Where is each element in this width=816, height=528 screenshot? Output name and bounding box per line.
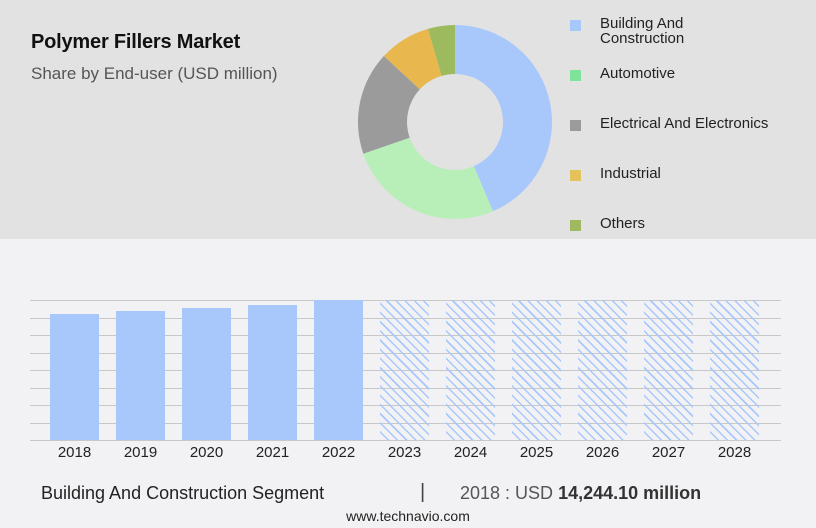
- segment-value: 2018 : USD 14,244.10 million: [460, 483, 701, 504]
- legend-item-others: Others: [570, 216, 810, 231]
- legend-swatch-icon: [570, 120, 581, 131]
- donut-slice-others: [427, 25, 455, 76]
- bar-2024: [446, 300, 495, 440]
- bar-chart: 2018 2019 2020 2021 2022 2023 2024 2025 2026 2027…: [0, 239, 816, 469]
- legend-item-industrial: Industrial: [570, 166, 810, 181]
- x-axis-label: 2022: [321, 444, 356, 461]
- legend-item-electrical: Electrical And Electronics: [570, 116, 810, 131]
- footer-separator: |: [420, 481, 426, 503]
- legend-swatch-icon: [570, 70, 581, 81]
- legend: Building And Construction Automotive Ele…: [570, 0, 816, 239]
- donut-slice-industrial: [383, 28, 442, 90]
- x-axis-label: 2021: [255, 444, 290, 461]
- year-label: 2018 : USD: [460, 483, 559, 503]
- gridline: [30, 440, 781, 441]
- x-axis-label: 2019: [123, 444, 158, 461]
- bar-2023: [380, 300, 429, 440]
- bar-2027: [644, 300, 693, 440]
- bar-2026: [578, 300, 627, 440]
- legend-swatch-icon: [570, 220, 581, 231]
- x-axis-label: 2023: [387, 444, 422, 461]
- legend-item-building: Building And Construction: [570, 16, 710, 46]
- bar-2028: [710, 300, 759, 440]
- legend-item-automotive: Automotive: [570, 66, 810, 81]
- x-axis-label: 2028: [717, 444, 752, 461]
- legend-label: Automotive: [600, 65, 676, 82]
- donut-chart: [358, 25, 552, 219]
- legend-swatch-icon: [570, 20, 581, 31]
- donut-slice-electrical-and-electronics: [358, 56, 420, 154]
- bar-2018: [50, 314, 99, 440]
- x-axis-label: 2024: [453, 444, 488, 461]
- bar-2022: [314, 300, 363, 440]
- bar-2025: [512, 300, 561, 440]
- segment-label: Building And Construction Segment: [41, 483, 325, 503]
- x-axis-label: 2020: [189, 444, 224, 461]
- value-amount: 14,244.10 million: [558, 483, 702, 503]
- bar-2020: [182, 308, 231, 440]
- share-panel: Polymer Fillers Market Share by End-user…: [0, 0, 816, 239]
- source-url: www.technavio.com: [346, 508, 470, 524]
- donut-slice-automotive: [363, 137, 493, 219]
- x-axis-label: 2018: [57, 444, 92, 461]
- x-axis-label: 2027: [651, 444, 686, 461]
- donut-slice-building-and-construction: [455, 25, 552, 212]
- legend-label: Building And Construction: [600, 15, 685, 47]
- x-axis-label: 2026: [585, 444, 620, 461]
- bar-2019: [116, 311, 165, 440]
- page-title: Polymer Fillers Market: [31, 31, 241, 53]
- legend-label: Others: [600, 215, 646, 232]
- bar-2021: [248, 305, 297, 440]
- x-axis-label: 2025: [519, 444, 554, 461]
- page-subtitle: Share by End-user (USD million): [31, 64, 278, 83]
- legend-swatch-icon: [570, 170, 581, 181]
- legend-label: Industrial: [600, 165, 661, 182]
- legend-label: Electrical And Electronics: [600, 115, 769, 132]
